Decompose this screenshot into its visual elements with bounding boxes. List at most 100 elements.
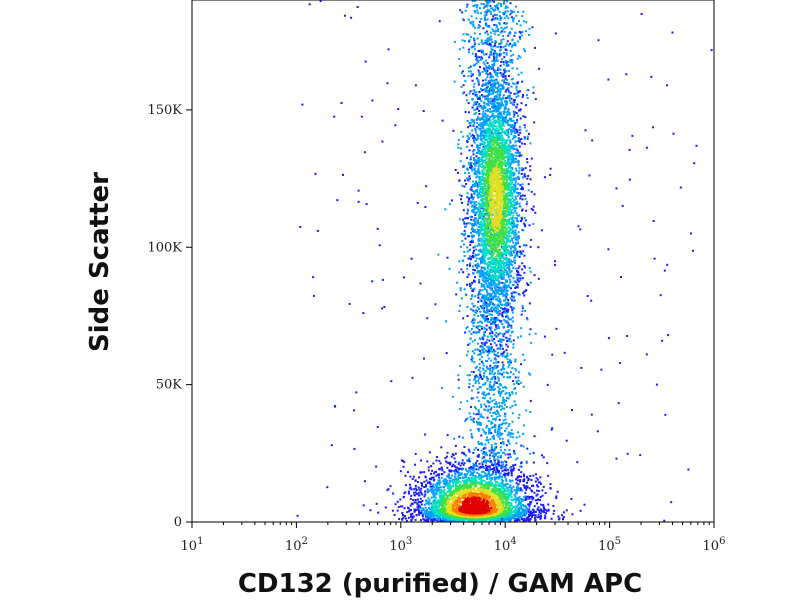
data-point (470, 328, 473, 330)
data-point (483, 343, 486, 346)
data-point (475, 77, 478, 80)
data-point (476, 471, 479, 474)
data-point (513, 34, 516, 37)
data-point (457, 386, 460, 389)
data-point (478, 71, 481, 74)
data-point (490, 293, 493, 296)
data-point (477, 171, 480, 174)
data-point (518, 435, 521, 438)
data-point (477, 391, 480, 394)
data-point (500, 287, 503, 290)
data-point (493, 90, 496, 93)
data-point (495, 353, 498, 356)
data-point (483, 397, 486, 400)
data-point (531, 512, 534, 514)
data-point (506, 121, 509, 124)
data-point (503, 472, 506, 475)
data-point (479, 153, 482, 156)
data-point (482, 313, 485, 316)
data-point (492, 350, 495, 353)
data-point (528, 27, 531, 30)
data-point (494, 52, 497, 55)
data-point (481, 134, 484, 137)
data-point (340, 102, 343, 104)
data-point (507, 276, 510, 279)
data-point (509, 97, 512, 100)
data-point (493, 107, 496, 110)
data-point (493, 316, 496, 319)
data-point (472, 234, 475, 237)
data-point (410, 509, 412, 511)
data-point (477, 455, 480, 458)
data-point (502, 12, 505, 14)
data-point (500, 384, 503, 387)
data-point (484, 109, 487, 112)
data-point (353, 409, 356, 412)
data-point (504, 288, 507, 291)
data-point (466, 326, 469, 328)
data-point (485, 297, 488, 300)
data-point (490, 322, 493, 325)
data-point (490, 431, 493, 434)
data-point (508, 318, 511, 321)
data-point (490, 85, 493, 88)
data-point (376, 426, 379, 428)
data-point (443, 471, 446, 474)
data-point (450, 477, 453, 480)
data-point (474, 463, 477, 466)
data-point (438, 468, 441, 470)
data-point (485, 288, 488, 291)
data-point (503, 30, 506, 33)
data-point (479, 422, 482, 424)
data-point (491, 472, 494, 475)
data-point (472, 412, 475, 415)
data-point (498, 392, 500, 395)
data-point (502, 274, 505, 277)
data-point (484, 88, 487, 91)
data-point (510, 16, 513, 19)
data-point (484, 213, 487, 216)
data-point (416, 481, 419, 483)
data-point (496, 292, 499, 295)
data-point (690, 232, 692, 235)
data-point (498, 52, 501, 55)
data-point (494, 446, 497, 449)
data-point (536, 516, 539, 519)
data-point (510, 157, 513, 160)
data-point (477, 448, 479, 451)
data-point (502, 371, 505, 374)
data-point (477, 167, 480, 170)
data-point (508, 162, 511, 165)
data-point (507, 474, 510, 477)
data-point (499, 64, 502, 67)
data-point (519, 465, 522, 468)
data-point (516, 485, 519, 488)
data-point (515, 238, 518, 240)
data-point (435, 514, 438, 517)
data-point (468, 412, 471, 415)
data-point (514, 376, 517, 379)
data-point (463, 229, 466, 232)
data-point (515, 392, 518, 395)
data-point (497, 86, 500, 89)
data-point (413, 488, 416, 491)
data-point (515, 491, 518, 494)
data-point (515, 86, 518, 89)
data-point (545, 509, 548, 512)
data-point (504, 311, 506, 314)
data-point (479, 353, 482, 356)
data-point (494, 377, 497, 380)
data-point (427, 490, 430, 492)
data-point (483, 42, 486, 45)
data-point (561, 514, 563, 517)
data-point (511, 246, 514, 249)
data-point (485, 302, 488, 304)
data-point (465, 33, 468, 36)
data-point (502, 113, 505, 115)
data-point (504, 422, 507, 425)
data-point (506, 266, 509, 269)
data-point (505, 280, 508, 283)
data-point (477, 409, 480, 411)
data-point (525, 506, 527, 508)
data-point (488, 271, 491, 274)
